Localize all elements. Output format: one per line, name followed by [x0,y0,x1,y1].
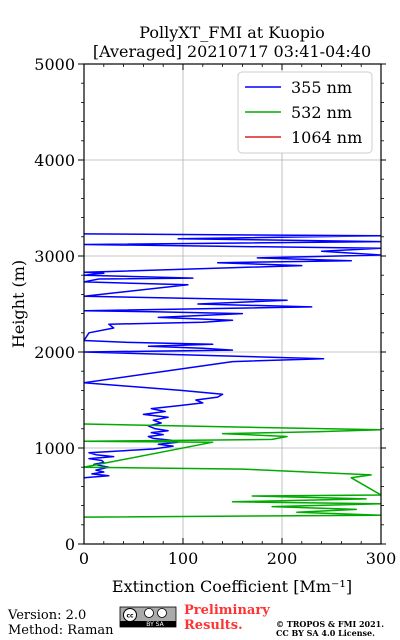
cc-badge-text: BY SA [146,621,164,628]
legend-box [237,71,373,154]
x-tick-label: 100 [168,549,199,568]
copyright-text: © TROPOS & FMI 2021. [276,619,384,629]
series-line-532-nm [84,423,381,518]
x-tick-label: 300 [366,549,397,568]
preliminary-line2: Results. [184,618,243,633]
svg-text:cc: cc [126,613,134,620]
legend: 355 nm 532 nm 1064 nm [237,71,373,154]
chart-title-line1: PollyXT_FMI at Kuopio [139,23,325,42]
license-text: CC BY SA 4.0 License. [276,628,375,638]
chart-title-line2: [Averaged] 20210717 03:41-04:40 [93,42,371,61]
cc-icon [123,608,137,622]
y-tick-label: 1000 [34,439,75,458]
y-tick-label: 0 [65,535,75,554]
y-tick-label: 5000 [34,55,75,74]
x-axis-label: Extinction Coefficient [Mm⁻¹] [112,577,352,596]
x-tick-label: 200 [267,549,298,568]
by-icon [144,608,154,618]
preliminary-line1: Preliminary [184,603,270,618]
legend-label: 1064 nm [291,128,362,147]
y-tick-label: 3000 [34,247,75,266]
y-tick-label: 4000 [34,151,75,170]
legend-label: 532 nm [291,103,352,122]
cc-license-badge: cc BY SA [119,606,177,628]
method-text: Method: Raman [8,623,114,638]
legend-label: 355 nm [291,78,352,97]
series-layer [84,233,381,518]
y-tick-label: 2000 [34,343,75,362]
plot-frame [83,63,382,545]
version-text: Version: 2.0 [7,608,86,623]
y-axis-label: Height (m) [9,260,28,348]
sa-icon [157,608,167,618]
series-line-355-nm [84,233,381,479]
x-tick-label: 0 [79,549,89,568]
